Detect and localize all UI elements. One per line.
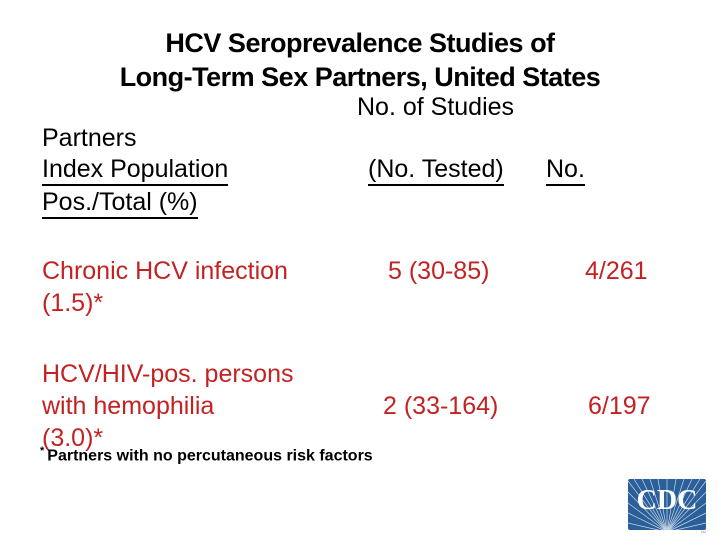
row1-population-line2: (1.5)* — [42, 289, 104, 317]
row2-population-line2: with hemophilia — [42, 392, 215, 420]
header-partners: Partners — [42, 124, 137, 152]
cdc-logo-trademark: ™ — [700, 530, 706, 537]
header-pos-total: Pos./Total (%) — [42, 188, 198, 219]
slide-title-line2: Long-Term Sex Partners, United States — [119, 62, 601, 92]
row2-population-line3: (3.0)* — [42, 424, 104, 452]
footnote-text: Partners with no percutaneous risk facto… — [47, 447, 373, 465]
header-no: No. — [546, 155, 585, 186]
cdc-logo-graphic: CDC ™ — [627, 478, 707, 537]
footnote: * Partners with no percutaneous risk fact… — [40, 445, 373, 465]
row2-studies-no-tested: 2 (33-164) — [383, 392, 499, 420]
header-no-label: No. — [546, 155, 585, 186]
row2-population-line1: HCV/HIV-pos. persons — [42, 360, 294, 388]
cdc-logo-text: CDC — [637, 485, 698, 516]
cdc-logo: CDC ™ — [627, 478, 710, 537]
footnote-marker: * — [40, 445, 45, 457]
header-pos-total-label: Pos./Total (%) — [42, 188, 198, 219]
slide-title-line1: HCV Seroprevalence Studies of — [165, 28, 555, 58]
header-index-population: Index Population — [42, 155, 229, 186]
row1-studies-no-tested: 5 (30-85) — [388, 257, 490, 285]
row1-population-line1: Chronic HCV infection — [42, 257, 288, 285]
header-no-of-studies: No. of Studies — [357, 93, 515, 121]
slide-title: HCV Seroprevalence Studies of Long-Term … — [0, 26, 720, 94]
row2-partners-no-pos-total: 6/197 — [588, 392, 651, 420]
header-no-tested-label: (No. Tested) — [368, 155, 504, 186]
row1-partners-no-pos-total: 4/261 — [585, 257, 648, 285]
header-no-tested: (No. Tested) — [368, 155, 504, 186]
header-index-population-label: Index Population — [42, 155, 229, 186]
